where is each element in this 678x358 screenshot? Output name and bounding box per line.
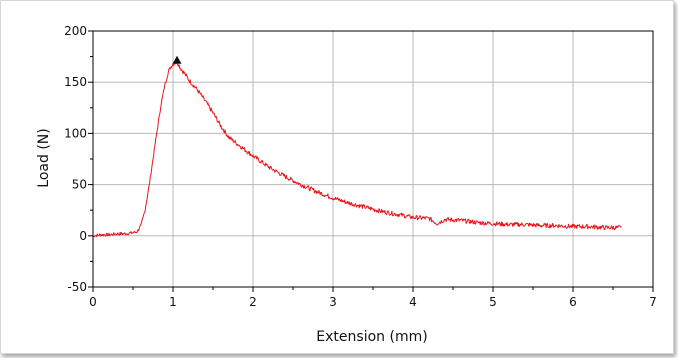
x-tick-label: 7 — [649, 295, 657, 309]
series-line — [92, 60, 622, 238]
plot-border — [92, 30, 654, 288]
y-axis-title: Load (N) — [36, 128, 52, 187]
series-group — [92, 55, 622, 238]
grid — [93, 31, 653, 287]
y-tick-label: -50 — [67, 280, 87, 294]
y-tick-label: 100 — [64, 126, 87, 140]
x-tick-label: 3 — [329, 295, 337, 309]
x-axis-title: Extension (mm) — [316, 329, 427, 345]
x-tick-label: 1 — [169, 295, 177, 309]
x-tick-label: 0 — [89, 295, 97, 309]
x-tick-label: 2 — [249, 295, 257, 309]
y-tick-label: 200 — [64, 24, 87, 38]
x-tick-label: 6 — [569, 295, 577, 309]
x-tick-label: 5 — [489, 295, 497, 309]
peak-marker — [172, 55, 182, 64]
y-tick-label: 50 — [72, 178, 87, 192]
y-tick-label: 0 — [79, 229, 87, 243]
x-tick-label: 4 — [409, 295, 417, 309]
y-tick-label: 150 — [64, 75, 87, 89]
axes — [88, 30, 654, 292]
